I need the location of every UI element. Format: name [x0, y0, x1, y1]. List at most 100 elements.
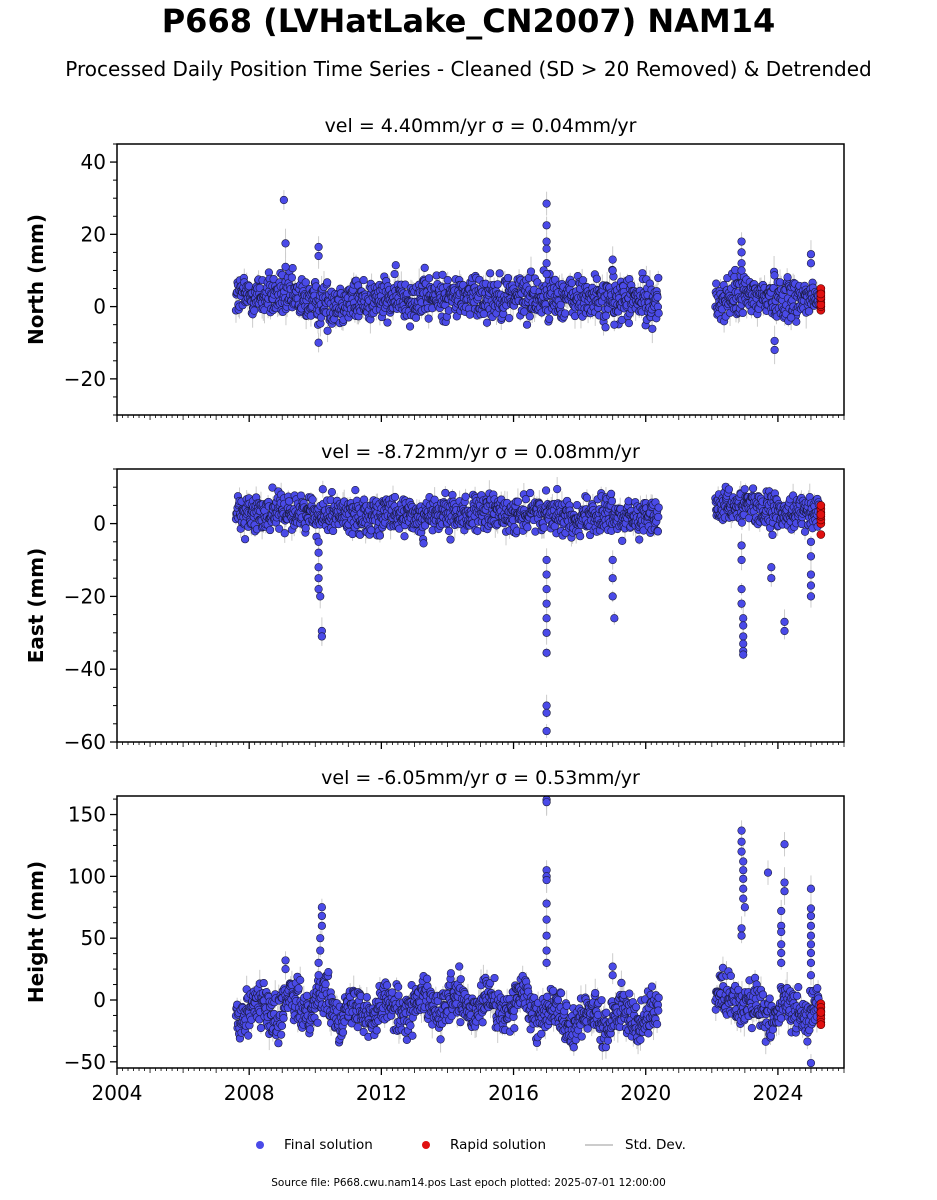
data-point: [635, 535, 644, 544]
data-point: [461, 492, 470, 501]
data-point: [542, 798, 551, 807]
data-point: [513, 497, 523, 506]
data-point: [542, 259, 551, 268]
data-point: [608, 592, 617, 601]
data-point: [654, 993, 663, 1002]
data-point: [806, 884, 816, 893]
data-point: [758, 990, 768, 999]
data-point: [411, 313, 421, 322]
data-point: [265, 525, 275, 535]
data-point: [806, 259, 816, 268]
data-point: [521, 495, 530, 504]
data-point: [542, 199, 551, 208]
data-point: [607, 497, 616, 506]
rapid-points-north: [816, 284, 826, 315]
data-point: [542, 628, 551, 637]
rapid-points-east: [816, 501, 826, 539]
data-point: [726, 971, 735, 980]
data-point: [424, 274, 434, 283]
data-point: [644, 1029, 653, 1038]
panel-title-north: vel = 4.40mm/yr σ = 0.04mm/yr: [325, 115, 637, 137]
data-point: [608, 574, 617, 583]
legend: Final solution Rapid solution Std. Dev.: [0, 1137, 937, 1157]
data-point: [274, 1039, 283, 1048]
data-point: [316, 946, 325, 955]
y-axis-label-east: East (mm): [24, 548, 48, 664]
legend-rapid: Rapid solution: [422, 1137, 546, 1153]
data-point: [806, 940, 816, 949]
data-point: [525, 312, 534, 321]
data-point: [301, 278, 310, 287]
data-point: [608, 266, 617, 275]
data-point: [553, 485, 562, 494]
data-point: [603, 1036, 613, 1045]
data-point: [314, 574, 323, 583]
data-point: [602, 1008, 611, 1017]
data-point: [443, 275, 452, 285]
data-point: [510, 1024, 519, 1033]
rapid-point: [816, 1020, 826, 1030]
data-point: [654, 503, 663, 512]
data-point: [394, 991, 403, 1000]
data-point: [375, 531, 385, 540]
data-point: [770, 271, 779, 280]
data-point: [542, 221, 551, 230]
data-point: [306, 1025, 315, 1034]
data-point: [804, 307, 814, 316]
data-point: [775, 278, 785, 287]
data-point: [800, 527, 810, 536]
data-point: [577, 1032, 586, 1041]
data-point: [806, 931, 816, 940]
data-point: [541, 486, 551, 495]
data-point: [323, 326, 332, 335]
data-point: [794, 983, 803, 992]
data-point: [542, 648, 551, 657]
data-point: [737, 826, 746, 835]
plot-area-north: [231, 190, 826, 365]
x-tick-label: 2004: [92, 1081, 143, 1105]
data-point: [324, 968, 333, 977]
data-point: [618, 536, 627, 545]
data-point: [654, 309, 663, 318]
data-point: [739, 614, 748, 623]
data-point: [737, 555, 746, 565]
data-point: [316, 592, 325, 601]
data-point: [402, 1035, 411, 1045]
data-point: [806, 948, 816, 958]
data-point: [281, 262, 290, 271]
data-point: [277, 1021, 287, 1030]
data-point: [576, 532, 585, 541]
final-points-east: [231, 482, 823, 736]
data-point: [777, 958, 786, 968]
rapid-points-height: [816, 999, 826, 1030]
data-point: [608, 255, 617, 264]
data-point: [314, 242, 323, 252]
data-point: [288, 264, 297, 273]
data-point: [806, 1058, 816, 1068]
data-point: [806, 971, 816, 980]
y-tick-label: 40: [81, 150, 106, 174]
data-point: [542, 585, 551, 594]
data-point: [647, 982, 657, 991]
panel-north: vel = 4.40mm/yr σ = 0.04mm/yr −20 0 20 40 Nor…: [24, 115, 845, 422]
data-point: [737, 924, 746, 933]
data-point: [768, 1025, 777, 1034]
y-tick-label: 0: [93, 295, 106, 319]
data-point: [250, 306, 259, 315]
data-point: [624, 497, 633, 506]
data-point: [537, 1029, 546, 1038]
data-point: [317, 903, 326, 912]
y-tick-label: −20: [64, 584, 106, 608]
data-point: [446, 969, 455, 978]
data-point: [542, 269, 551, 279]
y-axis-label-height: Height (mm): [24, 861, 48, 1003]
data-point: [654, 273, 663, 283]
data-point: [738, 308, 747, 318]
data-point: [542, 570, 551, 579]
panel-title-height: vel = -6.05mm/yr σ = 0.53mm/yr: [321, 767, 640, 789]
data-point: [737, 585, 746, 594]
data-point: [382, 981, 392, 990]
data-point: [591, 988, 600, 998]
panel-east: vel = -8.72mm/yr σ = 0.08mm/yr −60 −40 −20 0…: [24, 441, 845, 754]
data-point: [359, 276, 368, 285]
